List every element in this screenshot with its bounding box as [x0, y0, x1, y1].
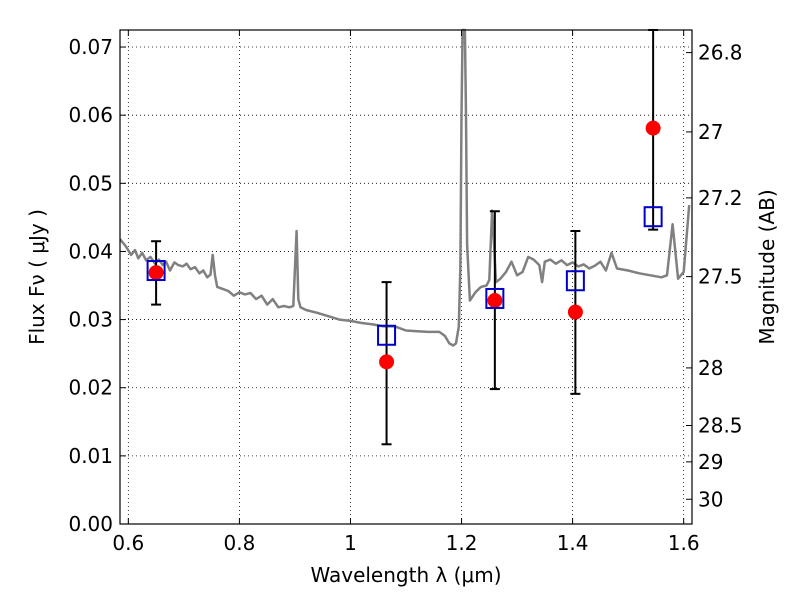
x-tick-label: 1.4	[557, 531, 589, 555]
y2-tick-label: 26.8	[698, 41, 743, 65]
model-band-marker	[377, 324, 397, 346]
x-tick-label: 1.6	[668, 531, 700, 555]
model-band-markers	[146, 206, 663, 346]
x-axis-ticks: 0.6 0.8 1 1.2 1.4 1.6	[112, 30, 700, 555]
y-tick-label: 0.07	[68, 35, 113, 59]
observed-point	[148, 265, 164, 281]
y-tick-label: 0.00	[68, 512, 113, 536]
model-band-marker	[485, 287, 505, 309]
observed-points	[148, 120, 661, 370]
y-tick-label: 0.02	[68, 376, 113, 400]
x-tick-label: 0.6	[112, 531, 144, 555]
model-band-marker	[643, 206, 663, 228]
model-band-marker	[146, 260, 166, 282]
y-axis-title: Flux Fν ( μJy )	[25, 209, 49, 345]
y-tick-label: 0.01	[68, 444, 113, 468]
observed-point	[567, 304, 583, 320]
y2-tick-label: 30	[698, 487, 723, 511]
x-tick-label: 0.8	[223, 531, 255, 555]
y-tick-label: 0.04	[68, 239, 113, 263]
observed-point	[487, 293, 503, 309]
observed-point	[645, 120, 661, 136]
model-band-marker	[565, 270, 585, 292]
y2-axis-ticks: 26.8 27 27.2 27.5 28 28.5 29 30	[686, 41, 743, 511]
x-tick-label: 1	[344, 531, 357, 555]
y2-axis-title: Magnitude (AB)	[755, 189, 779, 344]
y-axis-ticks: 0.00 0.01 0.02 0.03 0.04 0.05 0.06 0.07	[68, 35, 126, 536]
y2-tick-label: 27.2	[698, 186, 743, 210]
error-bars	[151, 29, 659, 446]
y2-tick-label: 29	[698, 450, 723, 474]
x-tick-label: 1.2	[446, 531, 478, 555]
y-tick-label: 0.03	[68, 308, 113, 332]
y2-tick-label: 27.5	[698, 265, 743, 289]
y-tick-label: 0.06	[68, 103, 113, 127]
spectrum-line	[119, 28, 691, 347]
x-axis-title: Wavelength λ (μm)	[310, 563, 501, 587]
y2-tick-label: 28.5	[698, 414, 743, 438]
y-tick-label: 0.05	[68, 171, 113, 195]
y2-tick-label: 28	[698, 356, 723, 380]
observed-point	[379, 354, 395, 370]
y2-tick-label: 27	[698, 120, 723, 144]
spectrum-layer	[119, 28, 691, 347]
